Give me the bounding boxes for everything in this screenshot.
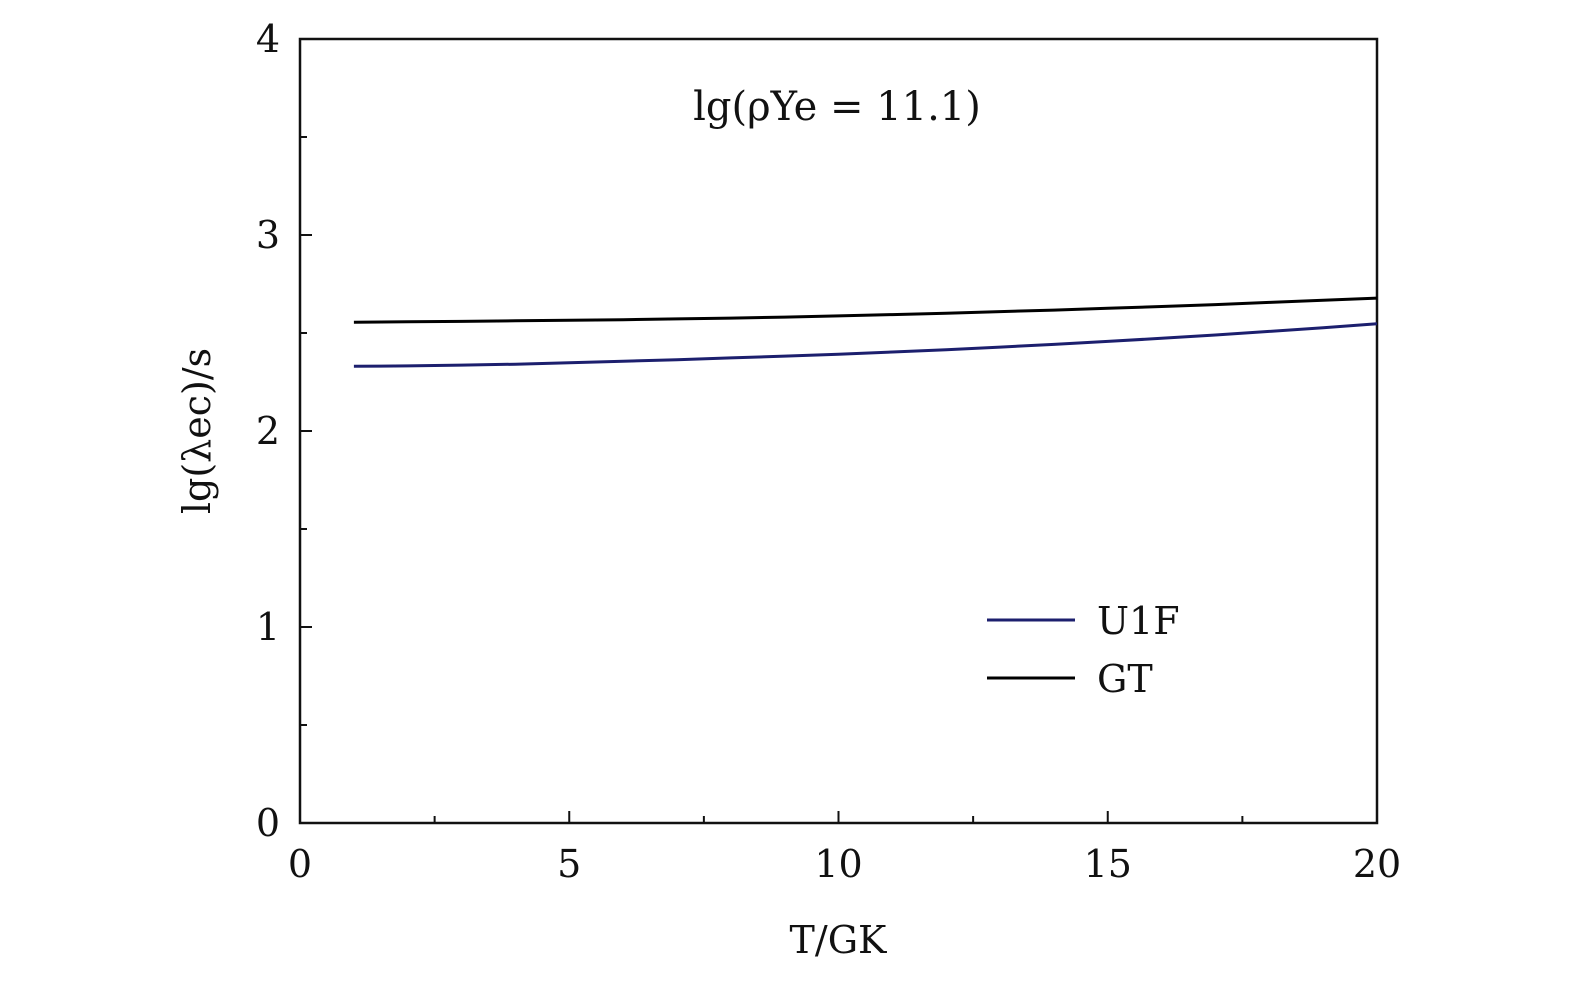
x-tick-label: 0 [288,842,312,886]
y-tick-label: 3 [256,213,280,257]
series-line-gt [353,296,1378,324]
tick-marks [299,38,1378,824]
legend-label-u1f: U1F [1097,599,1180,643]
y-tick-label: 2 [256,409,280,453]
legend: U1F GT [987,599,1180,701]
x-tick-label: 5 [557,842,581,886]
plot-frame [298,37,1379,825]
y-tick-label: 4 [256,17,280,61]
x-tick-label: 15 [1084,842,1132,886]
x-tick-label: 10 [814,842,862,886]
legend-label-gt: GT [1097,657,1153,701]
y-axis-label: lg(λec)/s [175,348,219,514]
series-line-u1f [353,322,1378,368]
tick-labels: 0 5 10 15 20 0 1 2 3 4 [256,17,1401,886]
x-axis-label: T/GK [790,918,888,962]
series-lines [353,296,1378,368]
y-tick-label: 0 [256,801,280,845]
y-tick-label: 1 [256,605,280,649]
x-tick-label: 20 [1353,842,1401,886]
chart-annotation: lg(ρYe = 11.1) [693,84,981,130]
